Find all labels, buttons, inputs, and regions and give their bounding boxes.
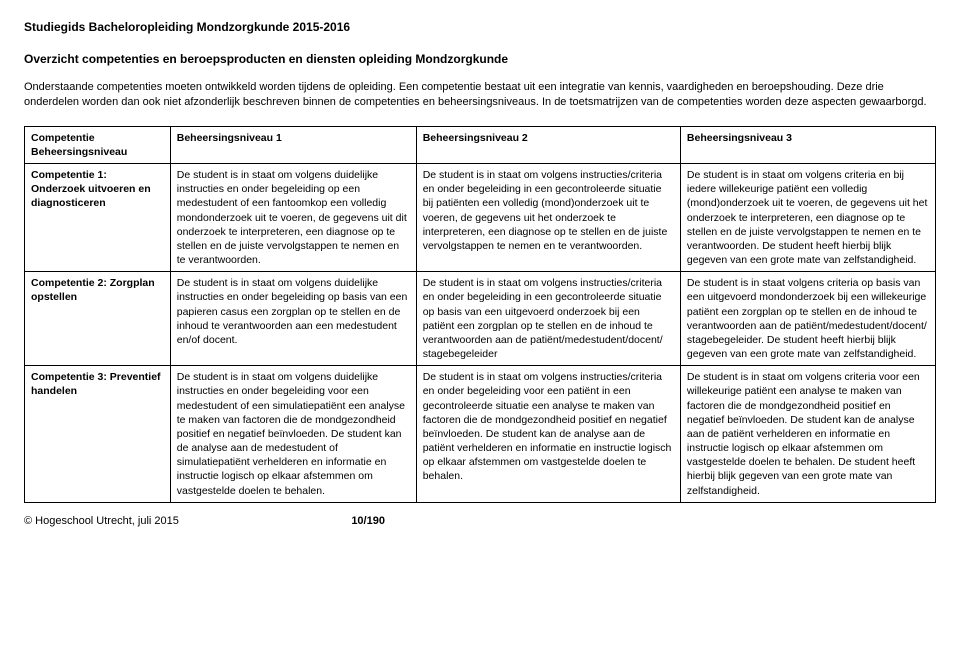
- row-label: Competentie 2: Zorgplan opstellen: [25, 272, 171, 366]
- cell-niveau-1: De student is in staat om volgens duidel…: [170, 272, 416, 366]
- competency-table: Competentie Beheersingsniveau Beheersing…: [24, 126, 936, 503]
- cell-niveau-1: De student is in staat om volgens duidel…: [170, 366, 416, 503]
- row-label: Competentie 1: Onderzoek uitvoeren en di…: [25, 164, 171, 272]
- col-header-niveau-1: Beheersingsniveau 1: [170, 126, 416, 163]
- copyright-text: © Hogeschool Utrecht, juli 2015: [24, 515, 179, 527]
- intro-paragraph: Onderstaande competenties moeten ontwikk…: [24, 80, 936, 110]
- table-row: Competentie 2: Zorgplan opstellen De stu…: [25, 272, 936, 366]
- col-header-competentie: Competentie Beheersingsniveau: [25, 126, 171, 163]
- cell-niveau-3: De student is in staat om volgens criter…: [680, 164, 935, 272]
- cell-niveau-2: De student is in staat om volgens instru…: [416, 164, 680, 272]
- table-row: Competentie 1: Onderzoek uitvoeren en di…: [25, 164, 936, 272]
- cell-niveau-3: De student is in staat volgens criteria …: [680, 272, 935, 366]
- page-footer: © Hogeschool Utrecht, juli 2015 10/190: [24, 515, 936, 527]
- cell-niveau-2: De student is in staat om volgens instru…: [416, 272, 680, 366]
- page-number: 10/190: [179, 515, 558, 527]
- table-row: Competentie 3: Preventief handelen De st…: [25, 366, 936, 503]
- cell-niveau-2: De student is in staat om volgens instru…: [416, 366, 680, 503]
- section-subtitle: Overzicht competenties en beroepsproduct…: [24, 52, 936, 66]
- col-header-niveau-3: Beheersingsniveau 3: [680, 126, 935, 163]
- table-header-row: Competentie Beheersingsniveau Beheersing…: [25, 126, 936, 163]
- page-header-title: Studiegids Bacheloropleiding Mondzorgkun…: [24, 20, 936, 34]
- row-label: Competentie 3: Preventief handelen: [25, 366, 171, 503]
- col-header-niveau-2: Beheersingsniveau 2: [416, 126, 680, 163]
- cell-niveau-3: De student is in staat om volgens criter…: [680, 366, 935, 503]
- cell-niveau-1: De student is in staat om volgens duidel…: [170, 164, 416, 272]
